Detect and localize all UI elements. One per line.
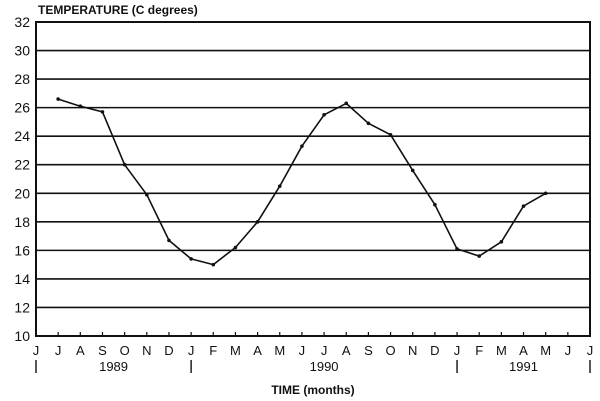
data-point-marker <box>388 132 393 137</box>
year-label: 1990 <box>310 359 339 374</box>
month-label: S <box>98 343 107 358</box>
data-point-marker <box>300 144 304 148</box>
data-point-marker <box>211 262 216 267</box>
data-point-marker <box>255 220 260 224</box>
data-point-marker <box>122 162 127 167</box>
series-line <box>57 98 547 266</box>
y-tick-label: 24 <box>14 128 30 144</box>
data-point-marker <box>477 254 482 258</box>
month-label: D <box>164 343 173 358</box>
month-label: A <box>253 343 262 358</box>
month-label: M <box>496 343 507 358</box>
month-label: J <box>299 343 306 358</box>
data-point-marker <box>277 184 282 188</box>
y-tick-label: 14 <box>14 271 30 287</box>
month-label: N <box>142 343 151 358</box>
temperature-series <box>56 97 548 267</box>
y-tick-label: 20 <box>14 185 30 201</box>
y-tick-label: 22 <box>14 157 30 173</box>
month-label: J <box>565 343 572 358</box>
y-tick-label: 28 <box>14 71 30 87</box>
year-label: 1991 <box>509 359 538 374</box>
month-label: N <box>408 343 417 358</box>
month-label: J <box>321 343 328 358</box>
y-tick-label: 32 <box>14 14 30 30</box>
data-point-marker <box>56 97 60 101</box>
x-axis-ticks <box>57 332 569 336</box>
y-tick-label: 26 <box>14 100 30 116</box>
month-label: A <box>519 343 528 358</box>
data-point-marker <box>433 202 437 207</box>
month-label: F <box>209 343 217 358</box>
month-label: F <box>475 343 483 358</box>
data-point-marker <box>233 245 238 250</box>
data-point-marker <box>322 112 326 117</box>
month-label: M <box>274 343 285 358</box>
data-point-marker <box>167 238 171 243</box>
month-label: J <box>55 343 62 358</box>
gridlines <box>36 49 590 309</box>
data-point-marker <box>145 192 149 197</box>
data-point-marker <box>499 240 504 244</box>
month-label: S <box>364 343 373 358</box>
data-point-marker <box>543 191 548 196</box>
month-label: O <box>385 343 395 358</box>
data-point-marker <box>189 257 193 261</box>
data-point-marker <box>410 168 415 173</box>
month-label: O <box>120 343 130 358</box>
month-label: J <box>33 343 40 358</box>
plot-frame <box>35 21 591 337</box>
data-point-marker <box>366 121 371 126</box>
y-axis-tick-labels: 10 12 14 16 18 20 22 24 26 28 30 32 <box>14 14 30 344</box>
month-label: A <box>342 343 351 358</box>
month-label: M <box>230 343 241 358</box>
y-tick-label: 16 <box>14 242 30 258</box>
month-label: J <box>587 343 594 358</box>
month-label: J <box>454 343 461 358</box>
data-point-marker <box>455 247 459 251</box>
data-point-marker <box>344 101 349 106</box>
month-label: D <box>430 343 439 358</box>
data-point-marker <box>100 110 105 114</box>
data-point-marker <box>521 204 526 208</box>
month-label: A <box>76 343 85 358</box>
x-axis-title: TIME (months) <box>271 383 354 397</box>
y-tick-label: 12 <box>14 299 30 315</box>
month-label: M <box>540 343 551 358</box>
chart-title: TEMPERATURE (C degrees) <box>38 3 198 17</box>
y-tick-label: 30 <box>14 43 30 59</box>
data-point-marker <box>78 104 83 109</box>
x-axis-year-labels: 1989 1990 1991 <box>35 359 591 374</box>
y-tick-label: 10 <box>14 328 30 344</box>
y-tick-label: 18 <box>14 214 30 230</box>
month-label: J <box>188 343 195 358</box>
year-label: 1989 <box>99 359 128 374</box>
